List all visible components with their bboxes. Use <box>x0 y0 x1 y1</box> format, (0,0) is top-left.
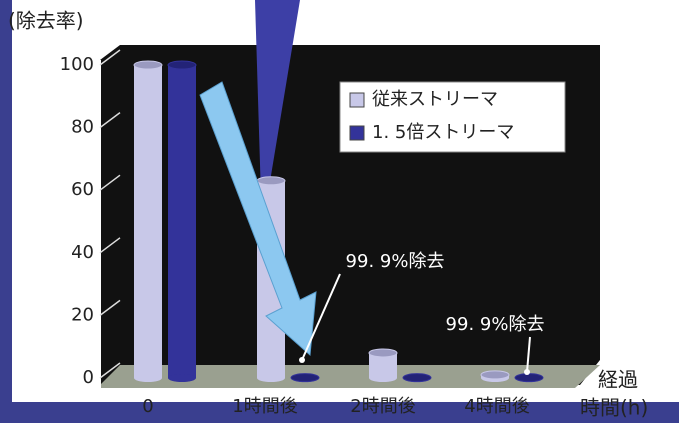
x-label: 経過 <box>598 368 638 392</box>
bar-body <box>168 65 196 378</box>
annotation-head <box>524 369 530 375</box>
bar-base <box>168 374 196 382</box>
y-tick-label: 20 <box>71 304 94 325</box>
x-tick-label: 2時間後 <box>350 396 415 417</box>
y-tick-label: 100 <box>60 54 94 75</box>
legend-swatch <box>350 93 364 107</box>
bar-body <box>134 65 162 378</box>
annotation-head <box>299 357 305 363</box>
bar-base <box>134 374 162 382</box>
legend-label: 1. 5倍ストリーマ <box>372 122 514 143</box>
y-tick-label: 80 <box>71 117 94 138</box>
bar <box>369 349 397 382</box>
bar <box>168 61 196 382</box>
bar-top <box>168 61 196 69</box>
bar-top <box>134 61 162 69</box>
annotation: 99. 9%除去 <box>346 251 445 272</box>
x-tick-label: 4時間後 <box>464 396 529 417</box>
y-tick-label: 40 <box>71 242 94 263</box>
bar-top <box>403 374 431 382</box>
annotation: 99. 9%除去 <box>446 314 545 335</box>
bar-base <box>369 374 397 382</box>
legend-label: 従来ストリーマ <box>372 89 498 110</box>
bar-top <box>291 374 319 382</box>
bar <box>403 374 431 382</box>
bar-top <box>257 177 285 185</box>
x-tick-label: 1時間後 <box>232 396 297 417</box>
legend-swatch <box>350 126 364 140</box>
y-tick-label: 60 <box>71 179 94 200</box>
x-label: 時間(h) <box>580 396 648 420</box>
bar <box>134 61 162 382</box>
bar <box>291 374 319 382</box>
bar-base <box>257 374 285 382</box>
y-tick-label: 0 <box>83 367 94 388</box>
bar-top <box>515 374 543 382</box>
bar-top <box>481 371 509 379</box>
bar-top <box>369 349 397 357</box>
bar <box>515 374 543 382</box>
y-label: (除去率) <box>8 9 84 33</box>
x-tick-label: 0 <box>142 396 153 417</box>
bar <box>481 371 509 382</box>
